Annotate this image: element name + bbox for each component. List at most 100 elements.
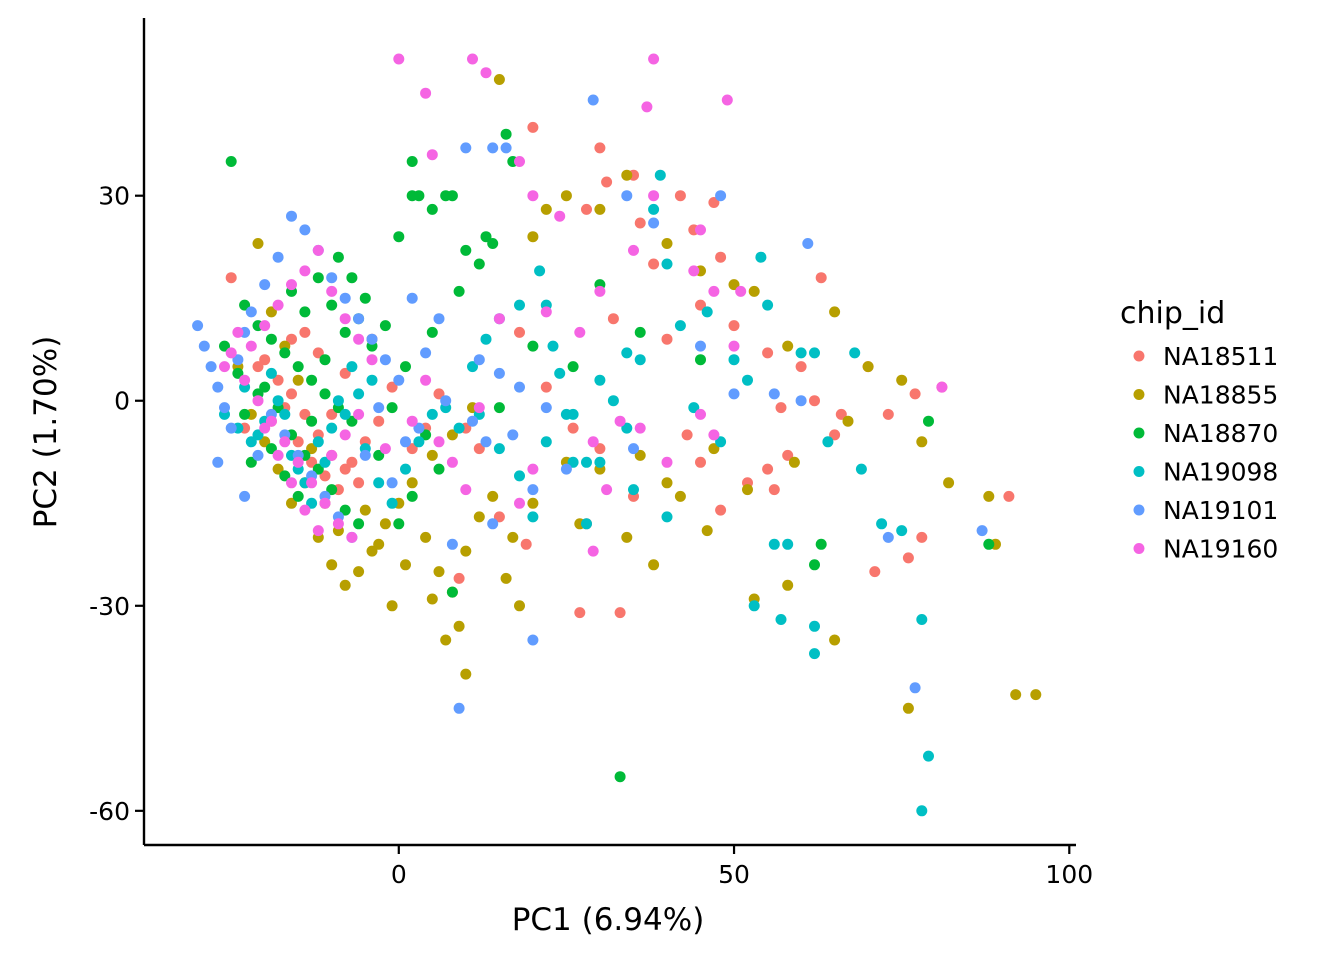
data-point-NA19101 [587,94,599,106]
data-point-NA19098 [916,614,928,625]
data-point-NA19101 [882,531,894,543]
data-point-NA19160 [527,190,539,202]
data-point-NA19101 [453,702,465,714]
data-point-NA18855 [648,559,660,571]
data-point-NA19098 [245,436,257,448]
data-point-NA19160 [245,340,257,352]
data-point-NA19098 [400,463,411,475]
data-point-NA18870 [379,320,391,332]
data-point-NA18511 [299,408,311,420]
x-axis-ticks: 0 50 100 [391,845,1093,889]
data-point-NA19160 [688,265,700,277]
data-point-NA18855 [373,538,385,550]
data-point-NA19098 [855,463,867,475]
data-point-NA18511 [708,197,720,208]
data-point-NA18855 [386,600,398,612]
data-point-NA18870 [225,156,237,167]
legend-label: NA18855 [1163,381,1278,410]
data-point-NA18870 [923,415,934,427]
data-point-NA18855 [742,484,753,496]
legend-key-NA18511 [1133,350,1145,362]
data-point-NA18870 [426,203,438,215]
data-point-NA19101 [802,238,814,249]
legend-title: chip_id [1120,296,1225,331]
data-point-NA18511 [319,470,331,482]
data-point-NA18870 [614,771,626,783]
data-point-NA18855 [460,668,472,680]
data-point-NA19101 [909,682,921,694]
data-point-NA18511 [681,429,693,441]
data-point-NA19160 [460,484,472,496]
data-point-NA19160 [393,53,405,65]
data-point-NA19098 [594,374,606,386]
data-point-NA18870 [265,333,277,345]
data-point-NA18511 [225,272,237,284]
data-point-NA18855 [453,620,465,632]
data-point-NA19101 [487,142,499,154]
data-point-NA18511 [292,436,304,448]
data-point-NA18855 [862,361,874,373]
data-point-NA19160 [735,285,747,297]
data-point-NA19101 [467,415,478,427]
data-point-NA18511 [453,572,465,584]
data-point-NA19160 [628,244,639,256]
data-point-NA19098 [628,484,639,496]
data-point-NA18511 [346,456,358,468]
data-point-NA19160 [540,306,552,318]
data-point-NA19098 [822,436,834,448]
data-point-NA18870 [306,415,318,427]
data-point-NA19098 [634,354,646,366]
data-point-NA18511 [473,443,485,455]
data-point-NA19160 [708,429,720,441]
legend-key-NA18855 [1133,389,1145,400]
data-point-NA18855 [292,374,304,386]
data-point-NA18511 [326,408,338,420]
data-point-NA18855 [353,566,365,578]
data-point-NA19098 [661,511,673,523]
data-point-NA18855 [400,559,411,571]
data-point-NA19101 [695,340,706,352]
data-point-NA18870 [326,484,338,496]
data-point-NA19160 [286,279,297,291]
data-point-NA19098 [916,805,928,817]
x-tick-label: 0 [391,860,407,889]
data-point-NA19101 [359,449,371,461]
data-point-NA18511 [869,566,881,578]
data-point-NA18511 [433,388,445,400]
data-point-NA19101 [386,477,398,489]
y-tick-label: -60 [89,797,130,826]
data-point-NA18855 [306,443,318,455]
legend-label: NA18511 [1163,342,1278,371]
data-point-NA18511 [527,121,539,133]
data-point-NA18855 [661,238,673,249]
data-point-NA19101 [393,374,405,386]
data-point-NA18511 [782,449,794,461]
data-point-NA19101 [728,388,740,400]
data-point-NA18511 [768,484,780,496]
data-point-NA18870 [279,347,291,359]
data-point-NA18855 [527,497,539,509]
data-point-NA18511 [272,374,284,386]
data-point-NA19098 [661,258,673,270]
data-point-NA18870 [426,326,438,338]
y-tick-label: 0 [114,387,130,416]
data-point-NA19098 [762,299,774,311]
data-point-NA18511 [762,347,774,359]
data-point-NA19098 [373,477,385,489]
data-point-NA19160 [312,525,324,537]
legend-key-NA19101 [1133,504,1145,516]
data-point-NA18855 [286,497,297,509]
data-point-NA18511 [661,333,673,345]
data-point-NA19160 [406,415,418,427]
data-point-NA19160 [446,456,458,468]
data-point-NA19098 [809,620,820,632]
legend: chip_id NA18511 NA18855 NA18870 NA19098 NA19… [1120,296,1278,564]
data-point-NA19160 [695,224,706,236]
legend-key-NA18870 [1133,427,1145,439]
data-point-NA18511 [594,443,606,455]
data-point-NA18511 [829,429,841,441]
data-point-NA19098 [272,395,284,407]
data-point-NA18870 [480,231,492,243]
data-point-NA19098 [748,600,760,612]
data-point-NA19101 [212,381,224,393]
